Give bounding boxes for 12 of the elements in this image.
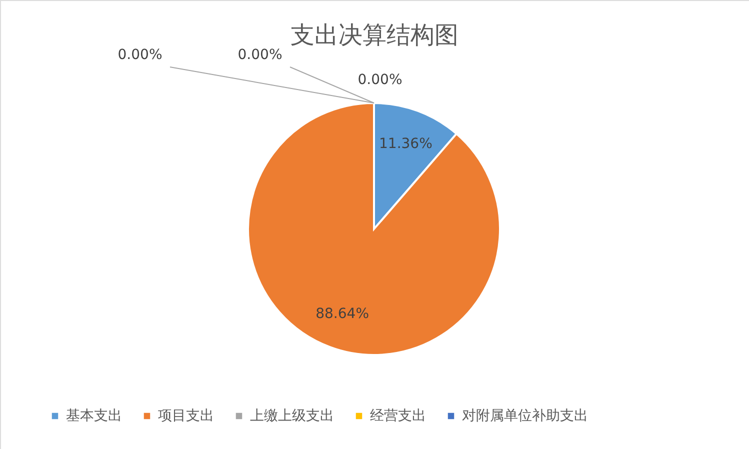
legend-label: 上缴上级支出 xyxy=(250,408,334,424)
data-label: 88.64% xyxy=(316,306,369,322)
chart-title: 支出决算结构图 xyxy=(290,21,458,49)
legend-label: 经营支出 xyxy=(370,408,426,424)
data-label: 11.36% xyxy=(379,136,432,152)
text: 0.00% xyxy=(118,47,162,63)
text: 0.00% xyxy=(238,47,282,63)
pie-slice xyxy=(247,102,501,356)
legend-label: 对附属单位补助支出 xyxy=(462,408,588,424)
legend-label: 项目支出 xyxy=(158,408,214,424)
text: 0.00% xyxy=(358,72,402,88)
legend-label: 基本支出 xyxy=(66,408,122,424)
